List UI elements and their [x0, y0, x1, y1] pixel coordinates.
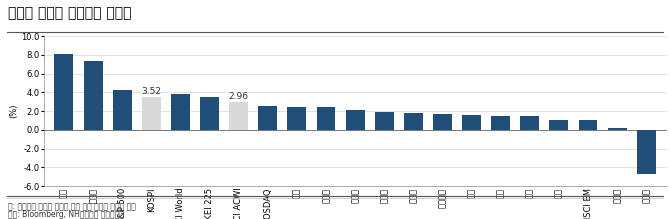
Bar [229, 102, 248, 130]
Bar [579, 120, 598, 130]
Bar [375, 112, 394, 130]
Bar [200, 97, 219, 130]
Bar [84, 62, 103, 130]
Bar [259, 106, 277, 130]
Bar [171, 94, 190, 130]
Bar [636, 130, 656, 174]
Bar [142, 97, 161, 130]
Bar [113, 90, 131, 130]
Bar [433, 114, 452, 130]
Bar [54, 54, 74, 130]
Bar [316, 107, 336, 130]
Text: 주: 수익률은 지난주 수요일 종가 대비 이번주 수요일 종가: 주: 수익률은 지난주 수요일 종가 대비 이번주 수요일 종가 [8, 202, 136, 211]
Bar [549, 120, 568, 130]
Bar [491, 116, 510, 130]
Text: 3.52: 3.52 [141, 87, 161, 96]
Text: 이번주 글로벌 주식시장 수익률: 이번주 글로벌 주식시장 수익률 [8, 7, 131, 21]
Text: 자료: Bloomberg, NH투자증권 리서치본부: 자료: Bloomberg, NH투자증권 리서치본부 [8, 210, 124, 219]
Bar [404, 113, 423, 130]
Bar [462, 115, 481, 130]
Bar [608, 128, 626, 130]
Bar [521, 116, 539, 130]
Bar [346, 110, 364, 130]
Text: 2.96: 2.96 [228, 92, 249, 101]
Bar [287, 107, 306, 130]
Y-axis label: (%): (%) [9, 104, 18, 118]
